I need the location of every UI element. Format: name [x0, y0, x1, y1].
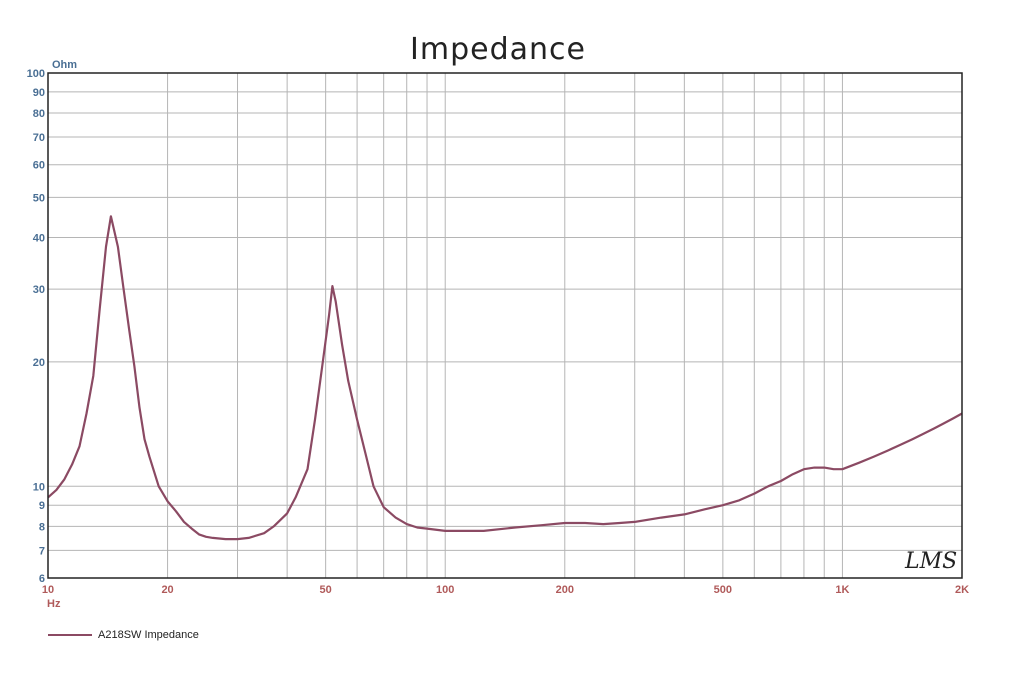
y-tick-label: 90: [33, 87, 45, 99]
y-tick-label: 100: [27, 68, 45, 80]
x-tick-label: 1K: [835, 584, 849, 596]
x-tick-label: 50: [320, 584, 332, 596]
x-tick-label: 2K: [955, 584, 969, 596]
y-tick-label: 20: [33, 357, 45, 369]
legend-label: A218SW Impedance: [98, 629, 199, 641]
x-tick-label: 20: [161, 584, 173, 596]
y-tick-label: 6: [39, 573, 45, 585]
y-tick-label: 9: [39, 500, 45, 512]
y-tick-label: 30: [33, 284, 45, 296]
impedance-curve: [47, 215, 963, 541]
legend: A218SW Impedance: [48, 629, 199, 641]
y-tick-label: 50: [33, 192, 45, 204]
y-axis-unit: Ohm: [52, 59, 77, 71]
series-layer: [47, 215, 963, 541]
y-tick-label: 70: [33, 132, 45, 144]
tick-labels: 6 7 8 9 10 20 30 40 50 60 70 80 90 100 10 20 50 100 200 500…: [27, 68, 969, 596]
plot-frame: [47, 72, 963, 579]
y-tick-label: 10: [33, 481, 45, 493]
x-tick-label: 200: [556, 584, 574, 596]
x-tick-label: 100: [436, 584, 454, 596]
x-tick-label: 500: [714, 584, 732, 596]
lms-watermark: LMS: [904, 549, 957, 574]
chart-title: Impedance: [410, 32, 586, 67]
y-tick-label: 40: [33, 232, 45, 244]
y-tick-label: 80: [33, 108, 45, 120]
y-tick-label: 8: [39, 521, 45, 533]
x-axis-unit: Hz: [47, 598, 61, 610]
y-tick-label: 7: [39, 545, 45, 557]
y-tick-label: 60: [33, 160, 45, 172]
grid: [48, 73, 962, 578]
x-tick-label: 10: [42, 584, 54, 596]
